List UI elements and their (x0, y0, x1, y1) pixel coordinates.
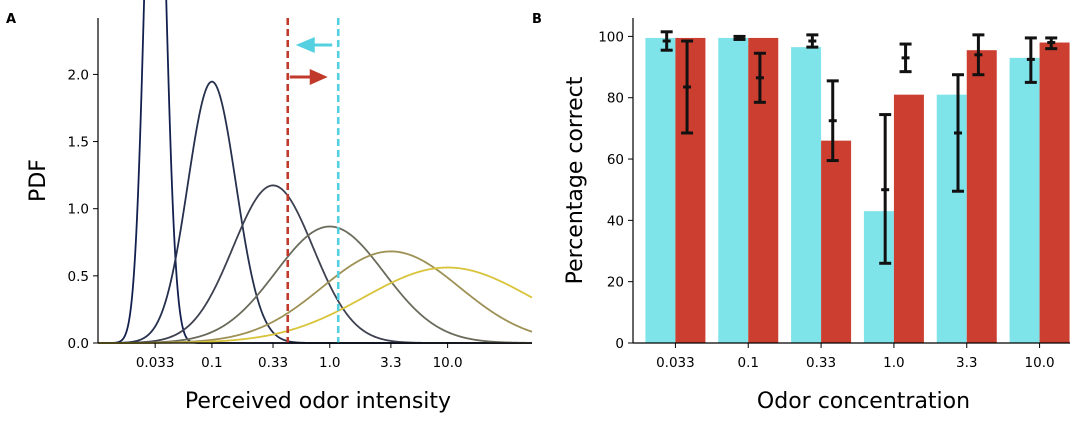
y-tick-label: 2.0 (68, 67, 89, 83)
panel-b-bar-chart: 0 20 40 60 80 100 0.033 0.1 0.33 1.0 3.3 10.0 Odor c… (563, 18, 1070, 414)
panel-a-pdf-chart: 0.0 0.5 1.0 1.5 2.0 0.033 0.1 0.33 1.0 3.3 10.0 Per… (26, 0, 533, 414)
y-tick-label: 1.0 (68, 202, 89, 218)
pdf-curve-0_1 (98, 80, 532, 344)
pdf-curve-0_33 (98, 184, 532, 344)
y-tick-label: 100 (598, 29, 624, 45)
x-tick-label: 0.033 (136, 355, 175, 371)
bar-red-0_1 (748, 37, 779, 343)
x-tick-label: 3.3 (380, 355, 401, 371)
x-tick-label: 0.33 (258, 355, 288, 371)
bar-red-3_3 (966, 50, 997, 344)
bar-cyan-0_033 (645, 37, 676, 343)
x-tick-label: 0.033 (656, 355, 695, 371)
bar-cyan-0_33 (791, 47, 822, 344)
y-tick-label: 1.5 (68, 135, 89, 151)
x-axis-title: Perceived odor intensity (185, 389, 451, 414)
y-tick-label: 20 (607, 275, 624, 291)
bar-cyan-3_3 (936, 94, 967, 343)
panel-label-a: A (6, 12, 16, 27)
x-tick-label: 1.0 (319, 355, 340, 371)
pdf-curve-3_3 (98, 250, 533, 344)
y-tick-label: 80 (607, 91, 624, 107)
y-tick-label: 40 (607, 213, 624, 229)
bar-red-10_0 (1039, 42, 1070, 344)
x-tick-label: 1.0 (883, 355, 904, 371)
y-axis-title: PDF (26, 159, 51, 202)
y-axis-title: Percentage correct (563, 76, 588, 284)
y-tick-label: 60 (607, 152, 624, 168)
bar-cyan-0_1 (718, 37, 749, 343)
bar-cyan-1_0 (863, 211, 894, 343)
y-tick-label: 0.5 (68, 269, 89, 285)
pdf-curve-1_0 (98, 225, 533, 344)
x-tick-label: 0.1 (201, 355, 222, 371)
pdf-curve-0_033 (98, 0, 532, 344)
x-tick-label: 0.1 (738, 355, 759, 371)
cyan-arrow-head (295, 37, 315, 53)
x-tick-label: 0.33 (806, 355, 836, 371)
bar-cyan-10_0 (1009, 57, 1040, 343)
bar-red-1_0 (893, 94, 924, 343)
panel-label-b: B (532, 12, 542, 27)
y-tick-label: 0.0 (68, 336, 89, 352)
x-tick-label: 10.0 (433, 355, 463, 371)
x-tick-label: 10.0 (1025, 355, 1055, 371)
pdf-curve-10_0 (98, 266, 533, 344)
y-tick-label: 0 (615, 336, 624, 352)
bar-red-0_033 (675, 37, 706, 343)
x-tick-label: 3.3 (956, 355, 977, 371)
red-arrow-head (309, 69, 328, 85)
x-axis-title: Odor concentration (757, 389, 970, 414)
bar-red-0_33 (821, 140, 852, 343)
